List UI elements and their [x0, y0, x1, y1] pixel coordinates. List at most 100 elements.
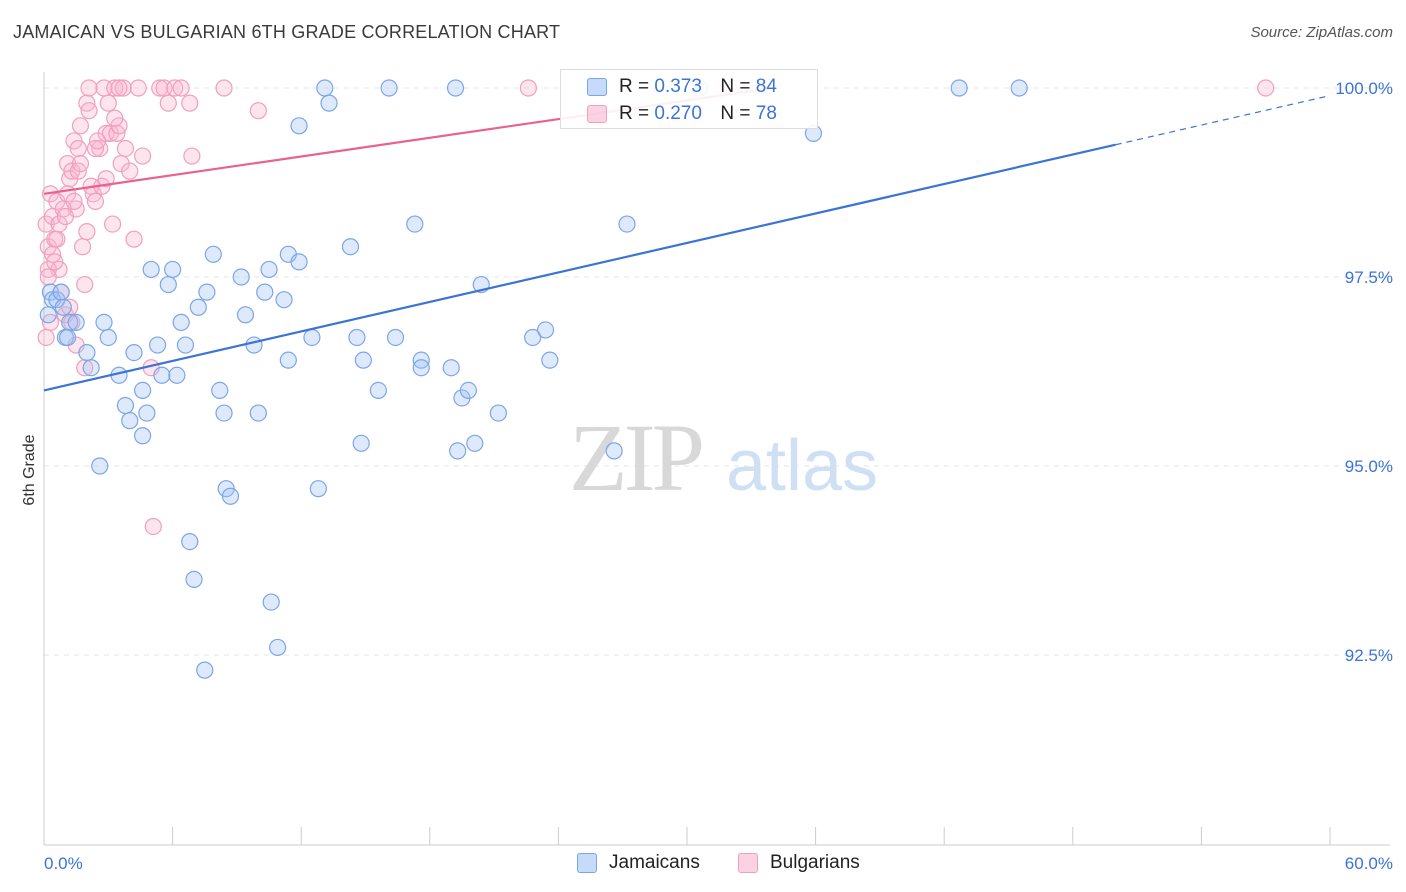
axes [43, 72, 1390, 846]
legend-row-jamaicans: R = 0.373 N = 84 [587, 75, 777, 99]
jamaicans-point [466, 434, 484, 452]
y-tick-label: 95.0% [1345, 457, 1393, 476]
jamaicans-point [316, 79, 334, 97]
jamaicans-point [168, 366, 186, 384]
jamaicans-point [354, 351, 372, 369]
watermark: ZIP atlas [569, 404, 878, 511]
jamaicans-point [52, 283, 70, 301]
jamaicans-point [198, 283, 216, 301]
gridlines [44, 87, 1390, 656]
jamaicans-point [232, 268, 250, 286]
jamaicans-point [211, 381, 229, 399]
legend-n-label: N = [720, 103, 751, 124]
jamaicans-point [446, 79, 465, 97]
jamaicans-point [39, 306, 57, 324]
bulgarians-point [116, 139, 135, 158]
jamaicans-point [67, 313, 85, 331]
bulgarians-point [73, 238, 92, 256]
jamaicans-point [260, 260, 278, 279]
jamaicans-point [618, 215, 636, 233]
jamaicans-trend-extension [1115, 94, 1331, 146]
jamaicans-point [309, 480, 327, 498]
bulgarians-point [133, 147, 152, 165]
y-tick-label: 97.5% [1345, 268, 1393, 287]
jamaicans-point [138, 404, 156, 422]
jamaicans-point [116, 396, 135, 415]
bulgarians-point [121, 162, 139, 180]
jamaicans-point [58, 328, 77, 347]
bulgarians-point [249, 102, 267, 120]
jamaicans-point [249, 404, 267, 422]
jamaicans-point [348, 328, 366, 347]
jamaicans-point [380, 79, 398, 97]
jamaicans-point [236, 306, 255, 324]
bulgarians-point [151, 79, 169, 97]
jamaicans-point [172, 313, 190, 331]
jamaicans-point [406, 215, 424, 233]
jamaicans-point [524, 328, 542, 347]
series-legend-bulgarians[interactable]: Bulgarians [738, 852, 860, 874]
bulgarians-point [172, 79, 190, 97]
legend-r-value: 0.373 [654, 76, 702, 97]
bulgarians-point [71, 117, 90, 135]
jamaicans-point [386, 328, 405, 347]
jamaicans-point [82, 359, 100, 377]
trend-lines [43, 86, 1331, 392]
bulgarians-point [46, 253, 64, 271]
bulgarians-point [103, 215, 122, 233]
jamaicans-point [91, 457, 109, 475]
bulgarians-point [78, 223, 96, 241]
bulgarians-point [215, 79, 233, 97]
jamaicans-point [215, 404, 233, 422]
watermark-zip: ZIP [569, 404, 702, 511]
jamaicans-point [290, 253, 308, 271]
jamaicans-point [290, 117, 308, 135]
bulgarians-point [1257, 79, 1275, 97]
series-legend-label: Bulgarians [770, 852, 860, 873]
legend-row-bulgarians: R = 0.270 N = 78 [587, 102, 777, 126]
legend-swatch-pink [738, 853, 758, 873]
jamaicans-point [245, 336, 263, 354]
series-legend-jamaicans[interactable]: Jamaicans [577, 852, 700, 874]
source-label: Source: ZipAtlas.com [1250, 24, 1393, 41]
bulgarians-point [56, 207, 75, 226]
y-tick-label: 100.0% [1335, 79, 1393, 98]
legend-n-label: N = [720, 76, 751, 97]
jamaicans-point [279, 351, 297, 369]
jamaicans-point [536, 321, 555, 339]
jamaicans-point [164, 260, 182, 279]
legend-r-label: R = [619, 103, 650, 124]
jamaicans-point [256, 283, 274, 301]
jamaicans-point [352, 434, 370, 452]
bulgarians-point [37, 328, 55, 347]
y-tick-label: 92.5% [1345, 646, 1393, 665]
jamaicans-point [133, 427, 152, 445]
series-legend-label: Jamaicans [609, 852, 700, 873]
bulgarians-point [144, 517, 162, 536]
bulgarians-point [97, 170, 115, 188]
jamaicans-point [196, 661, 214, 679]
jamaicans-point [221, 487, 240, 505]
jamaicans-point [369, 381, 387, 399]
x-tick-label: 0.0% [44, 854, 83, 873]
bulgarians-point [110, 79, 128, 97]
jamaicans-point [320, 94, 338, 112]
bulgarians-point [48, 230, 66, 248]
jamaicans-point [442, 359, 460, 377]
bulgarians-point [166, 79, 184, 97]
jamaicans-point [95, 313, 113, 331]
correlation-legend: R = 0.373 N = 84 R = 0.270 N = 78 [560, 69, 818, 129]
bulgarians-point [519, 79, 537, 97]
jamaicans-point [303, 328, 321, 347]
jamaicans-point [121, 412, 139, 430]
jamaicans-point [176, 336, 195, 354]
jamaicans-point [341, 238, 360, 256]
bulgarians-point [99, 94, 117, 112]
jamaicans-point [605, 442, 623, 460]
legend-n-value: 78 [755, 103, 777, 124]
jamaicans-point [185, 570, 203, 589]
jamaicans-point [204, 245, 222, 263]
bulgarians-point [183, 147, 201, 165]
jamaicans-point [950, 79, 968, 97]
